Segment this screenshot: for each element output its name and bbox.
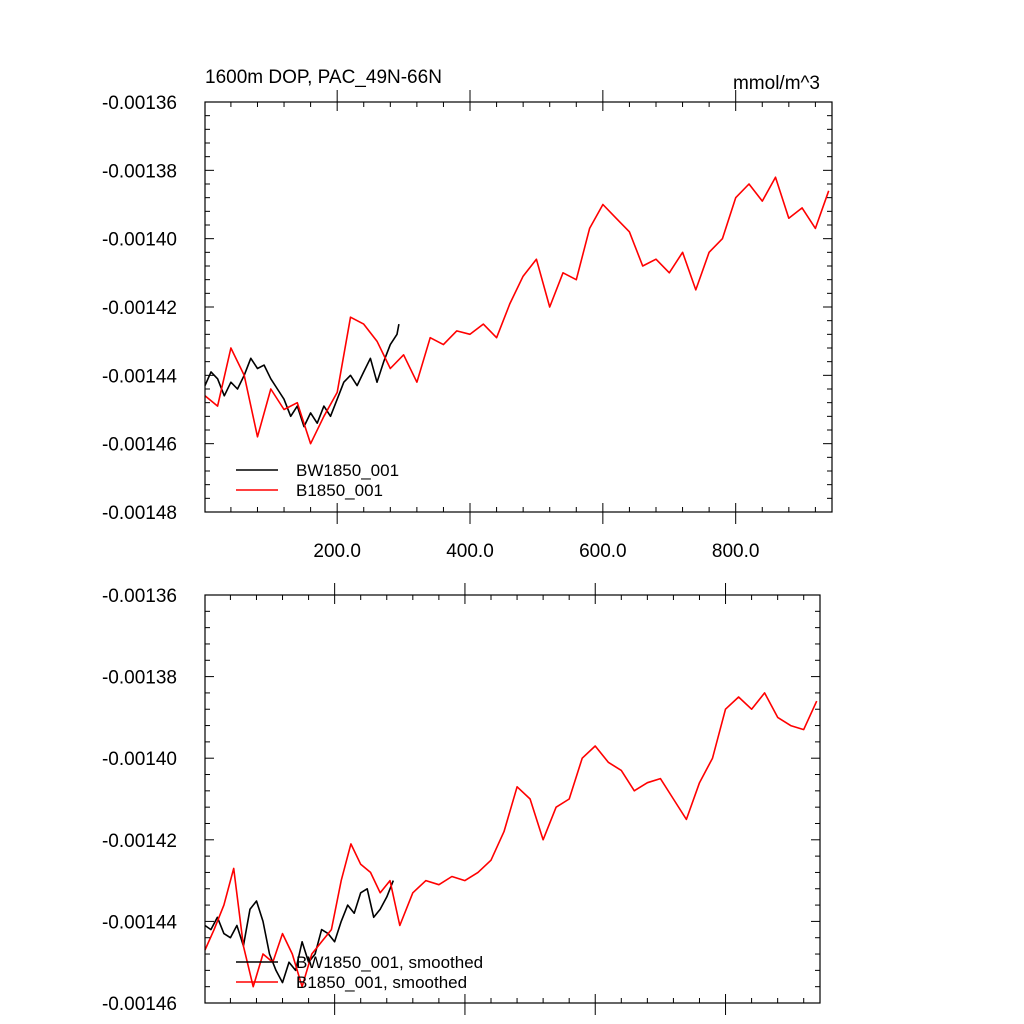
y-tick-label: -0.00148: [102, 503, 177, 524]
y-tick-label: -0.00140: [102, 230, 177, 251]
y-tick-label: -0.00142: [102, 831, 177, 852]
y-tick-label: -0.00136: [102, 93, 177, 114]
legend-label: BW1850_001: [296, 461, 399, 480]
y-tick-label: -0.00146: [102, 435, 177, 456]
legend-label: BW1850_001, smoothed: [296, 953, 483, 972]
y-tick-label: -0.00144: [102, 912, 177, 933]
plot-frame: [204, 594, 821, 1004]
chart-title: 1600m DOP, PAC_49N-66N: [205, 67, 442, 88]
panel-top: -0.00136 -0.00138 -0.00140 -0.00142 -0.00144…: [102, 67, 833, 562]
series-line-bw: [204, 323, 400, 428]
y-tick-label: -0.00144: [102, 366, 177, 387]
legend-label: B1850_001, smoothed: [296, 973, 467, 992]
x-tick-label: 800.0: [712, 541, 760, 562]
x-tick-label: 400.0: [446, 541, 494, 562]
series-line-b: [204, 692, 818, 988]
y-tick-label: -0.00138: [102, 668, 177, 689]
series-line-b: [204, 176, 830, 445]
y-tick-label: -0.00140: [102, 749, 177, 770]
plot-frame: [204, 101, 833, 513]
y-tick-label: -0.00146: [102, 994, 177, 1015]
legend-label: B1850_001: [296, 481, 383, 500]
y-tick-label: -0.00136: [102, 586, 177, 607]
y-tick-label: -0.00142: [102, 298, 177, 319]
series-line-bw: [204, 880, 395, 984]
x-tick-label: 200.0: [313, 541, 361, 562]
x-tick-label: 600.0: [579, 541, 627, 562]
y-tick-label: -0.00138: [102, 161, 177, 182]
units-label: mmol/m^3: [733, 73, 820, 94]
panel-bottom: -0.00136 -0.00138 -0.00140 -0.00142 -0.00144…: [102, 583, 821, 1015]
